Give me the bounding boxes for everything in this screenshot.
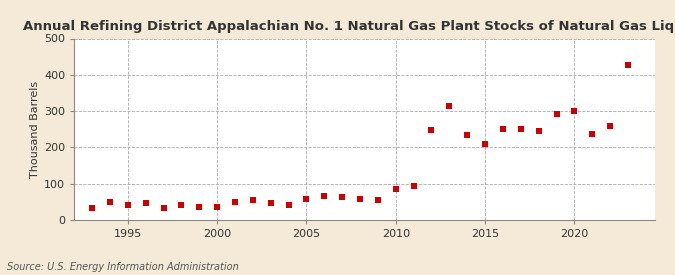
Point xyxy=(86,206,97,210)
Point xyxy=(122,203,133,207)
Y-axis label: Thousand Barrels: Thousand Barrels xyxy=(30,81,40,178)
Point xyxy=(569,109,580,113)
Point xyxy=(284,203,294,207)
Point xyxy=(158,206,169,210)
Point xyxy=(462,133,472,137)
Point xyxy=(605,124,616,128)
Point xyxy=(194,205,205,210)
Point xyxy=(230,200,240,204)
Title: Annual Refining District Appalachian No. 1 Natural Gas Plant Stocks of Natural G: Annual Refining District Appalachian No.… xyxy=(23,20,675,33)
Point xyxy=(390,187,401,191)
Point xyxy=(551,111,562,116)
Point xyxy=(248,198,259,202)
Point xyxy=(140,200,151,205)
Point xyxy=(337,195,348,200)
Point xyxy=(319,194,329,199)
Point xyxy=(622,62,633,67)
Point xyxy=(105,200,115,204)
Point xyxy=(426,128,437,132)
Point xyxy=(354,197,365,201)
Point xyxy=(497,127,508,131)
Point xyxy=(516,126,526,131)
Point xyxy=(444,103,455,108)
Point xyxy=(176,203,187,208)
Point xyxy=(373,198,383,202)
Point xyxy=(212,205,223,210)
Point xyxy=(408,183,419,188)
Point xyxy=(587,131,597,136)
Text: Source: U.S. Energy Information Administration: Source: U.S. Energy Information Administ… xyxy=(7,262,238,272)
Point xyxy=(533,129,544,133)
Point xyxy=(301,197,312,201)
Point xyxy=(265,200,276,205)
Point xyxy=(480,142,491,146)
